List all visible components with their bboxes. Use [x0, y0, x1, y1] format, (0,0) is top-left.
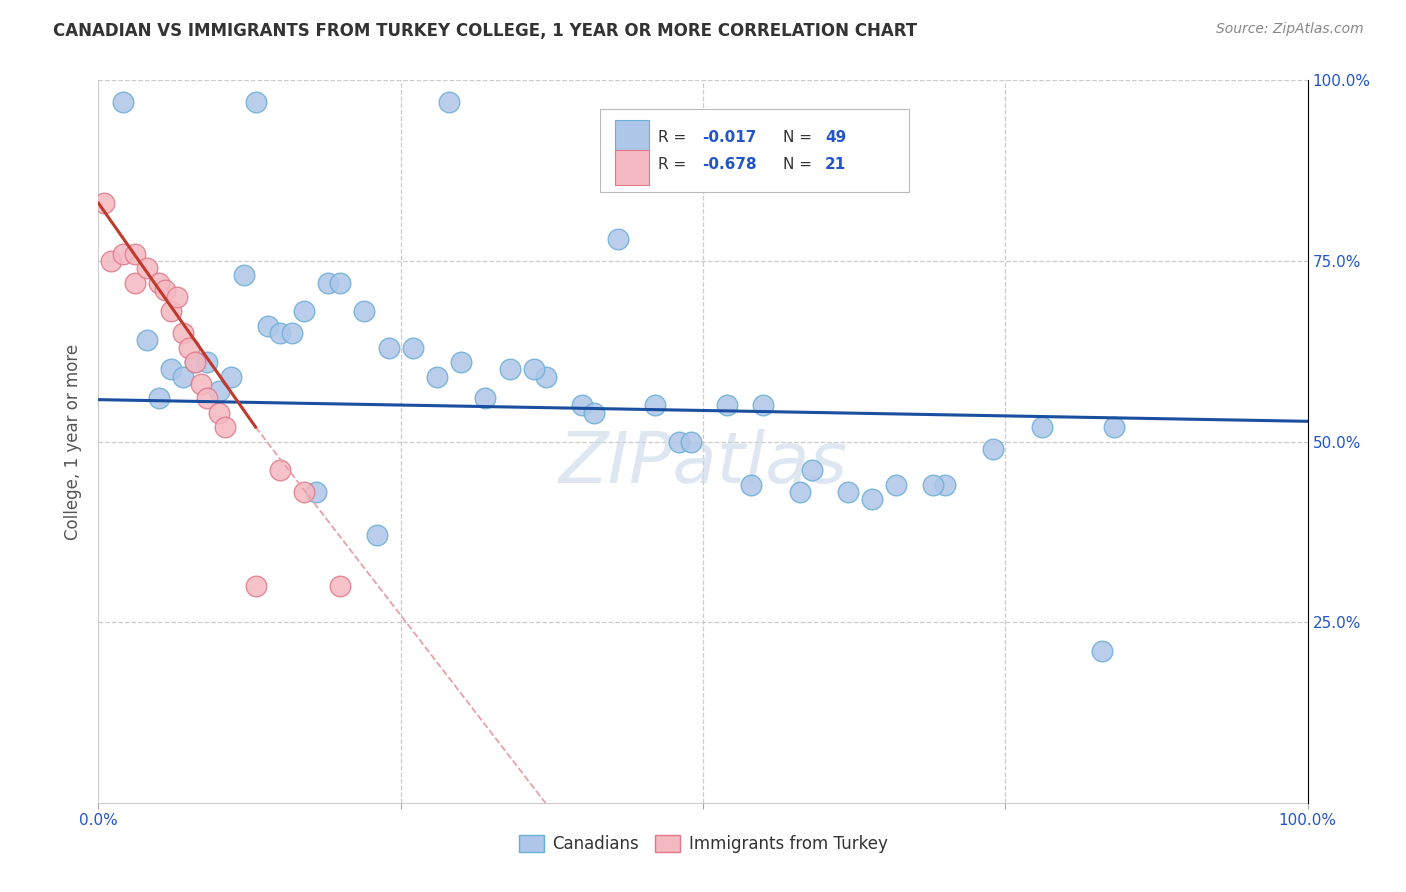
Point — [752, 398, 775, 412]
Point — [534, 369, 557, 384]
Point — [886, 478, 908, 492]
Point — [316, 276, 339, 290]
Text: 49: 49 — [825, 129, 846, 145]
Legend: Canadians, Immigrants from Turkey: Canadians, Immigrants from Turkey — [512, 828, 894, 860]
Point — [124, 246, 146, 260]
Point — [583, 406, 606, 420]
Point — [571, 398, 593, 412]
Point — [366, 528, 388, 542]
Point — [426, 369, 449, 384]
Text: 21: 21 — [825, 157, 846, 172]
Point — [921, 478, 943, 492]
Point — [1091, 644, 1114, 658]
Point — [135, 334, 157, 348]
Point — [208, 384, 231, 398]
Point — [195, 391, 218, 405]
Point — [644, 398, 666, 412]
Point — [160, 304, 183, 318]
Y-axis label: College, 1 year or more: College, 1 year or more — [65, 343, 83, 540]
Point — [245, 579, 267, 593]
Point — [437, 95, 460, 109]
Point — [195, 355, 218, 369]
Point — [329, 579, 352, 593]
Point — [160, 362, 183, 376]
Point — [353, 304, 375, 318]
Point — [668, 434, 690, 449]
Point — [245, 95, 267, 109]
Point — [208, 406, 231, 420]
Point — [740, 478, 762, 492]
Text: -0.678: -0.678 — [702, 157, 756, 172]
Point — [93, 196, 115, 211]
Point — [111, 95, 134, 109]
Point — [523, 362, 546, 376]
FancyBboxPatch shape — [614, 120, 648, 154]
Point — [292, 304, 315, 318]
Point — [190, 376, 212, 391]
Point — [111, 246, 134, 260]
Point — [837, 485, 859, 500]
Point — [184, 355, 207, 369]
Point — [860, 492, 883, 507]
Point — [1031, 420, 1053, 434]
Point — [474, 391, 496, 405]
Point — [450, 355, 472, 369]
Point — [172, 326, 194, 340]
Text: N =: N = — [783, 129, 817, 145]
FancyBboxPatch shape — [614, 151, 648, 185]
Point — [153, 283, 176, 297]
Point — [402, 341, 425, 355]
Text: Source: ZipAtlas.com: Source: ZipAtlas.com — [1216, 22, 1364, 37]
Point — [269, 326, 291, 340]
Text: N =: N = — [783, 157, 817, 172]
Point — [305, 485, 328, 500]
Point — [179, 341, 201, 355]
FancyBboxPatch shape — [600, 109, 908, 193]
Point — [148, 391, 170, 405]
Point — [184, 355, 207, 369]
Text: R =: R = — [658, 129, 692, 145]
Point — [607, 232, 630, 246]
Point — [232, 268, 254, 283]
Point — [292, 485, 315, 500]
Point — [800, 463, 823, 477]
Point — [281, 326, 304, 340]
Point — [148, 276, 170, 290]
Point — [135, 261, 157, 276]
Point — [221, 369, 243, 384]
Point — [498, 362, 520, 376]
Point — [269, 463, 291, 477]
Point — [789, 485, 811, 500]
Text: -0.017: -0.017 — [702, 129, 756, 145]
Text: CANADIAN VS IMMIGRANTS FROM TURKEY COLLEGE, 1 YEAR OR MORE CORRELATION CHART: CANADIAN VS IMMIGRANTS FROM TURKEY COLLE… — [53, 22, 918, 40]
Point — [100, 253, 122, 268]
Point — [214, 420, 236, 434]
Text: ZIPatlas: ZIPatlas — [558, 429, 848, 498]
Point — [679, 434, 702, 449]
Point — [981, 442, 1004, 456]
Point — [716, 398, 738, 412]
Text: R =: R = — [658, 157, 692, 172]
Point — [934, 478, 956, 492]
Point — [256, 318, 278, 333]
Point — [377, 341, 399, 355]
Point — [329, 276, 352, 290]
Point — [172, 369, 194, 384]
Point — [166, 290, 188, 304]
Point — [124, 276, 146, 290]
Point — [1102, 420, 1125, 434]
